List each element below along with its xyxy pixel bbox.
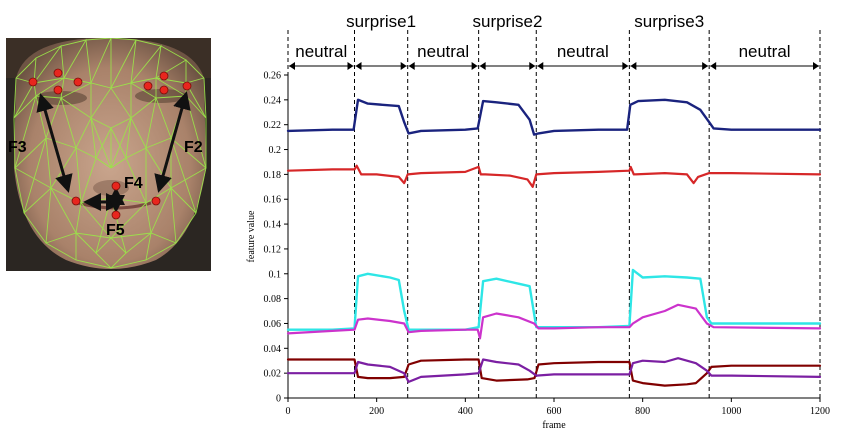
chart-svg: neutralsurprise1neutralsurprise2neutrals…: [246, 12, 831, 431]
phase-arrow-head: [347, 62, 354, 70]
y-tick-label: 0.22: [264, 120, 282, 131]
phase-arrow-head: [408, 62, 415, 70]
label-f4: F4: [124, 175, 143, 192]
phase-label: surprise2: [472, 12, 542, 31]
x-tick-label: 400: [458, 406, 473, 417]
phase-annotations: neutralsurprise1neutralsurprise2neutrals…: [289, 12, 819, 70]
phase-label: neutral: [739, 42, 791, 61]
phase-arrow-head: [479, 62, 486, 70]
arrow-f2: [154, 91, 191, 193]
phase-arrow-head: [529, 62, 536, 70]
series-line-3: [286, 268, 822, 331]
series-line-5: [286, 358, 822, 387]
phase-arrow-head: [813, 62, 819, 70]
x-tick-label: 0: [286, 406, 291, 417]
arrow-f3: [36, 93, 73, 193]
phase-arrow-head: [710, 62, 717, 70]
phase-label: neutral: [295, 42, 347, 61]
y-axis-title: feature value: [246, 210, 257, 262]
phase-arrow-head: [630, 62, 637, 70]
y-tick-label: 0.14: [264, 220, 282, 231]
chart-axes: 0 0.02 0.04 0.06 0.08 0.1 0.12 0.14 0.16 0.18 0.2 0…: [264, 71, 831, 418]
x-tick-label: 200: [369, 406, 384, 417]
y-tick-label: 0.04: [264, 344, 282, 355]
feature-arrows: [36, 91, 191, 213]
series-line-2: [286, 164, 822, 188]
x-tick-label: 600: [547, 406, 562, 417]
y-tick-label: 0.1: [269, 269, 282, 280]
label-f5: F5: [106, 222, 125, 239]
y-tick-label: 0: [276, 394, 281, 405]
face-landmark-image: F3 F2 F4 F5: [6, 37, 211, 271]
series-line-4: [286, 303, 822, 340]
x-tick-label: 800: [635, 406, 650, 417]
phase-label: surprise3: [634, 12, 704, 31]
y-tick-label: 0.18: [264, 170, 282, 181]
phase-arrow-head: [471, 62, 478, 70]
y-tick-label: 0.02: [264, 369, 282, 380]
phase-label: surprise1: [346, 12, 416, 31]
x-axis-title: frame: [542, 420, 566, 431]
feature-value-chart: neutral surprise1 neutral surprise2 neutral s…: [240, 0, 846, 442]
phase-dividers: [287, 30, 821, 398]
phase-arrow-head: [702, 62, 709, 70]
series-line-1: [286, 98, 822, 136]
y-tick-label: 0.24: [264, 95, 282, 106]
phase-label: neutral: [417, 42, 469, 61]
phase-arrow-head: [622, 62, 629, 70]
phase-arrow-head: [400, 62, 407, 70]
series-line-6: [286, 357, 822, 383]
phase-label: neutral: [557, 42, 609, 61]
chart-series: [286, 98, 822, 387]
landmark-points: [28, 68, 192, 220]
x-tick-label: 1200: [810, 406, 830, 417]
y-tick-label: 0.16: [264, 195, 282, 206]
label-f2: F2: [184, 139, 203, 156]
phase-arrow-head: [289, 62, 295, 70]
y-tick-label: 0.06: [264, 319, 282, 330]
y-tick-label: 0.08: [264, 294, 282, 305]
phase-arrow-head: [355, 62, 362, 70]
phase-arrow-head: [537, 62, 544, 70]
x-tick-label: 1000: [721, 406, 741, 417]
label-f3: F3: [8, 139, 27, 156]
y-tick-label: 0.12: [264, 244, 282, 255]
y-tick-label: 0.26: [264, 71, 282, 82]
face-mesh-illustration: F3 F2 F4 F5: [6, 37, 211, 271]
y-tick-label: 0.2: [269, 145, 282, 156]
